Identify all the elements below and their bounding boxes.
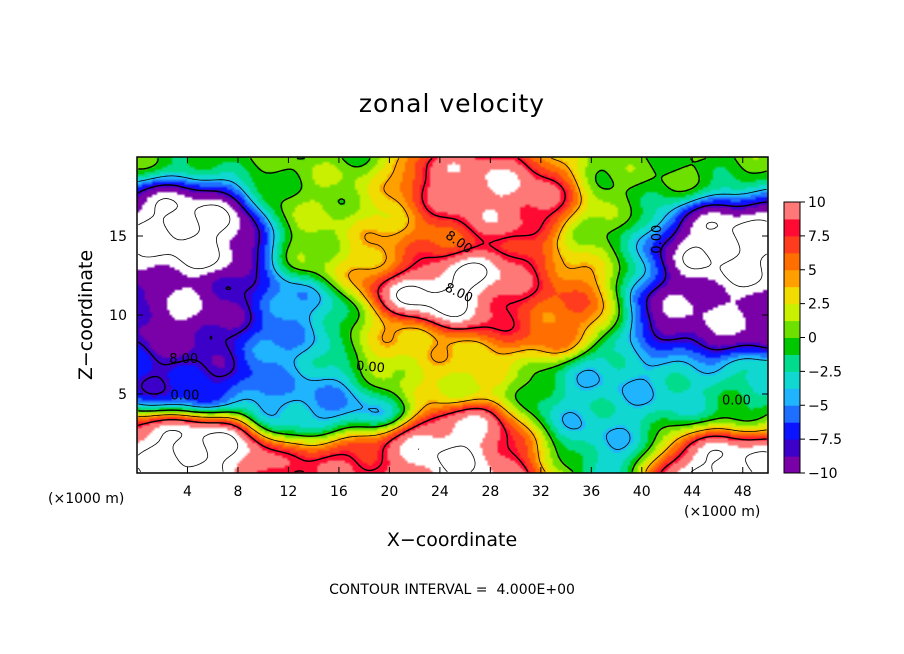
x-tick-label: 4 [183, 484, 192, 500]
colorbar-cell [784, 320, 800, 338]
contour-label: 0.00 [722, 393, 751, 408]
colorbar-cell [784, 405, 800, 423]
colorbar-cell [784, 286, 800, 305]
colorbar: 10 7.5 5 2.5 0 −2.5 −5 −7.5 −10 [783, 195, 842, 482]
colorbar-cell [784, 218, 800, 237]
x-tick-label: 32 [532, 484, 550, 500]
colorbar-tick-label: 0 [808, 331, 817, 347]
x-tick-label: 24 [431, 484, 449, 500]
colorbar-tick-label: −2.5 [808, 364, 842, 380]
colorbar-tick-label: −10 [808, 466, 838, 482]
colorbar-cell [784, 439, 800, 457]
x-unit-right: (×1000 m) [684, 504, 760, 520]
contour-label: 0.00 [650, 225, 665, 254]
contour-level-4 [138, 157, 767, 472]
x-tick-label: 44 [683, 484, 701, 500]
colorbar-cell [784, 371, 800, 389]
x-tick-label: 16 [330, 484, 348, 500]
contour-label: 0.00 [355, 359, 385, 376]
contour-level-neg8 [137, 184, 767, 395]
x-axis-label: X−coordinate [387, 529, 517, 551]
colorbar-cell [784, 235, 800, 254]
contour-label: 8.00 [169, 352, 198, 367]
x-tick-label: 8 [233, 484, 242, 500]
contour-interval-note: CONTOUR INTERVAL = 4.000E+00 [329, 582, 575, 598]
x-tick-label: 20 [380, 484, 398, 500]
colorbar-cells [784, 202, 800, 474]
contour-label: 0.00 [170, 389, 199, 404]
colorbar-cell [784, 456, 800, 474]
x-tick-label: 36 [582, 484, 600, 500]
velocity-field [137, 157, 768, 473]
contour-level-8 [138, 157, 767, 473]
colorbar-cell [784, 337, 800, 355]
y-axis-label: Z−coordinate [75, 250, 97, 380]
colorbar-ticks: 10 7.5 5 2.5 0 −2.5 −5 −7.5 −10 [800, 195, 842, 482]
y-tick-label: 10 [109, 308, 127, 324]
contour-level-12 [137, 262, 767, 473]
contour-level-0 [138, 157, 768, 473]
x-tick-label: 48 [734, 484, 752, 500]
colorbar-tick-label: −7.5 [808, 432, 842, 448]
colorbar-cell [784, 422, 800, 440]
colorbar-tick-label: 2.5 [808, 297, 830, 313]
contour-lines [137, 157, 768, 473]
colorbar-tick-label: −5 [808, 398, 829, 414]
colorbar-cell [784, 269, 800, 288]
x-tick-label: 28 [481, 484, 499, 500]
colorbar-cell [784, 202, 800, 220]
y-tick-label: 15 [109, 229, 127, 245]
chart-title: zonal velocity [359, 89, 545, 118]
colorbar-tick-label: 5 [808, 263, 817, 279]
colorbar-tick-label: 7.5 [808, 229, 830, 245]
colorbar-cell [784, 252, 800, 271]
y-axis-ticks: 5 10 15 [109, 229, 768, 403]
colorbar-tick-label: 10 [808, 195, 826, 211]
y-tick-label: 5 [118, 387, 127, 403]
colorbar-cell [784, 303, 800, 322]
contour-level-neg4 [138, 175, 767, 450]
x-axis-ticks: 4 8 12 16 20 24 28 32 36 40 44 48 [183, 157, 752, 500]
contour-level-neg12 [138, 198, 767, 288]
colorbar-cell [784, 388, 800, 406]
x-unit-left: (×1000 m) [48, 491, 124, 507]
x-tick-label: 40 [633, 484, 651, 500]
colorbar-cell [784, 354, 800, 372]
x-tick-label: 12 [280, 484, 298, 500]
plot-area: 8.008.000.008.000.000.000.00 4 8 12 16 20 24 2… [109, 156, 769, 500]
